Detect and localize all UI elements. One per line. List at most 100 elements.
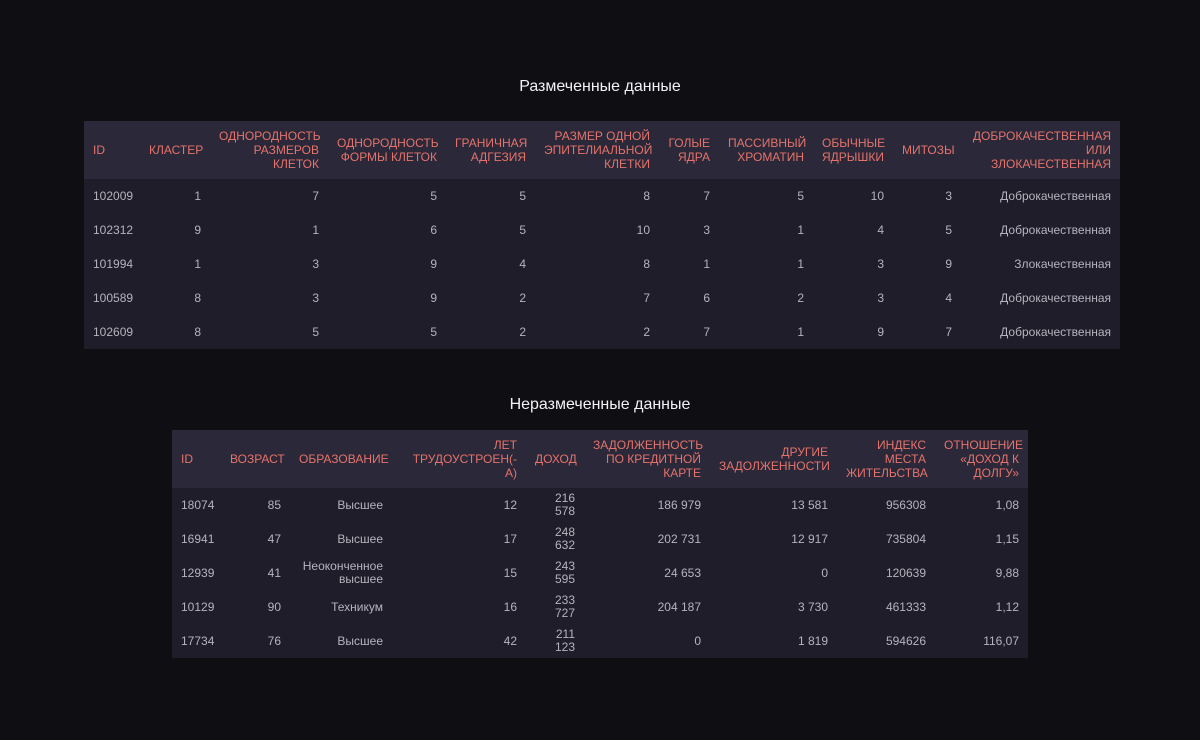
table-body: 18074 85 Высшее 12 216 578 186 979 13 581 95630… [172, 488, 1028, 658]
table-cell: 3 [877, 290, 884, 305]
table-cell: Доброкачественная [1000, 290, 1111, 305]
table-cell: 7 [703, 324, 710, 339]
table-cell: Доброкачественная [1000, 188, 1111, 203]
column-header: КЛАСТЕР [140, 121, 210, 179]
column-header: МИТОЗЫ [893, 121, 961, 179]
column-header: ВОЗРАСТ [221, 430, 290, 488]
table-cell: 120639 [885, 565, 926, 580]
table-cell: 1,12 [995, 599, 1019, 614]
header-row: ID КЛАСТЕР ОДНОРОДНОСТЬ РАЗМЕРОВ КЛЕТОК ОДН… [84, 121, 1120, 179]
table-cell: 248 632 [554, 525, 575, 552]
column-header: ОБЫЧНЫЕ ЯДРЫШКИ [813, 121, 893, 179]
table-cell: 1 [194, 188, 201, 203]
table-row: 102312 9 1 6 5 10 3 1 4 5 Доброкачественная [84, 213, 1120, 247]
table-cell: Высшее [337, 497, 383, 512]
column-header: ПАССИВНЫЙ ХРОМАТИН [719, 121, 813, 179]
table-cell: 8 [643, 256, 650, 271]
table-title: Неразмеченные данные [509, 396, 691, 413]
table-cell: 233 727 [554, 593, 575, 620]
table-cell: Доброкачественная [1000, 222, 1111, 237]
table-cell: 1 [194, 256, 201, 271]
table-cell: 4 [519, 256, 526, 271]
column-header: РАЗМЕР ОДНОЙ ЭПИТЕЛИАЛЬНОЙ КЛЕТКИ [535, 121, 659, 179]
table-cell: 10 [870, 188, 884, 203]
table-cell: 17734 [181, 633, 215, 648]
table-cell: 5 [945, 222, 952, 237]
table-cell: Злокачественная [1014, 256, 1111, 271]
table-cell: 47 [267, 531, 281, 546]
table-cell: 2 [643, 324, 650, 339]
column-header: ИНДЕКС МЕСТА ЖИТЕЛЬСТВА [837, 430, 935, 488]
table-cell: 735804 [885, 531, 926, 546]
table-cell: 1 [797, 256, 804, 271]
table-row: 18074 85 Высшее 12 216 578 186 979 13 581 95630… [172, 488, 1028, 522]
table-cell: 9 [945, 256, 952, 271]
table-cell: 102609 [93, 324, 134, 339]
column-header: ДОБРОКАЧЕСТВЕННАЯ ИЛИ ЗЛОКАЧЕСТВЕННАЯ [961, 121, 1120, 179]
table-cell: 202 731 [657, 531, 701, 546]
table-cell: 2 [519, 324, 526, 339]
table-cell: 5 [430, 188, 437, 203]
column-header: ОДНОРОДНОСТЬ ФОРМЫ КЛЕТОК [328, 121, 446, 179]
table-cell: 9 [430, 290, 437, 305]
table-cell: 3 [877, 256, 884, 271]
table-header: ID ВОЗРАСТ ОБРАЗОВАНИЕ ЛЕТ ТРУДОУСТРОЕН(-А)… [172, 430, 1028, 488]
table-header: ID КЛАСТЕР ОДНОРОДНОСТЬ РАЗМЕРОВ КЛЕТОК ОДН… [84, 121, 1120, 179]
table-cell: 243 595 [554, 559, 575, 586]
table-cell: 8 [643, 188, 650, 203]
table-cell: Доброкачественная [1000, 324, 1111, 339]
table-cell: 10129 [181, 599, 215, 614]
table-row: 100589 8 3 9 2 7 6 2 3 4 Доброкачественная [84, 281, 1120, 315]
table-cell: 15 [503, 565, 517, 580]
table-cell: 7 [945, 324, 952, 339]
column-header: ЛЕТ ТРУДОУСТРОЕН(-А) [392, 430, 526, 488]
table-cell: 3 [312, 290, 319, 305]
data-table: ID ВОЗРАСТ ОБРАЗОВАНИЕ ЛЕТ ТРУДОУСТРОЕН(-А)… [172, 430, 1028, 658]
table-cell: 5 [519, 222, 526, 237]
table-cell: 7 [643, 290, 650, 305]
table-cell: 4 [877, 222, 884, 237]
table-row: 17734 76 Высшее 42 211 123 0 1 819 594626 116,07 [172, 624, 1028, 658]
column-header: ОБРАЗОВАНИЕ [290, 430, 392, 488]
table-cell: 8 [194, 324, 201, 339]
table-cell: 16941 [181, 531, 215, 546]
table-cell: 1 [797, 324, 804, 339]
table-cell: Высшее [337, 531, 383, 546]
data-table: ID КЛАСТЕР ОДНОРОДНОСТЬ РАЗМЕРОВ КЛЕТОК ОДН… [84, 121, 1120, 349]
table-cell: 18074 [181, 497, 215, 512]
table-cell: 76 [267, 633, 281, 648]
table-cell: 6 [703, 290, 710, 305]
column-header: ID [172, 430, 221, 488]
table-cell: 3 [312, 256, 319, 271]
table-cell: 7 [703, 188, 710, 203]
table-cell: 1 [312, 222, 319, 237]
table-cell: 17 [503, 531, 517, 546]
table-cell: 116,07 [983, 633, 1019, 648]
table-title: Размеченные данные [519, 78, 681, 95]
table-cell: 4 [945, 290, 952, 305]
table-cell: 16 [503, 599, 517, 614]
table-cell: 9,88 [995, 565, 1019, 580]
table-cell: 6 [430, 222, 437, 237]
table-cell: 1,15 [995, 531, 1019, 546]
table-cell: 5 [519, 188, 526, 203]
table-cell: 1 [703, 256, 710, 271]
table-cell: 3 [945, 188, 952, 203]
table-body: 102009 1 7 5 5 8 7 5 10 3 Доброкачественная 102312 9… [84, 179, 1120, 349]
table-cell: 2 [519, 290, 526, 305]
table-cell: 211 123 [554, 627, 575, 654]
table-row: 16941 47 Высшее 17 248 632 202 731 12 917 73580… [172, 522, 1028, 556]
table-cell: 7 [312, 188, 319, 203]
table-cell: 5 [797, 188, 804, 203]
table-cell: 100589 [93, 290, 134, 305]
table-cell: 13 581 [791, 497, 828, 512]
table-cell: 956308 [885, 497, 926, 512]
table-cell: 90 [267, 599, 281, 614]
table-cell: 204 187 [657, 599, 701, 614]
column-header: ДОХОД [526, 430, 584, 488]
table-cell: 9 [194, 222, 201, 237]
column-header: ГРАНИЧНАЯ АДГЕЗИЯ [446, 121, 535, 179]
table-cell: 216 578 [554, 491, 575, 518]
column-header: ГОЛЫЕ ЯДРА [659, 121, 719, 179]
table-row: 101994 1 3 9 4 8 1 1 3 9 Злокачественная [84, 247, 1120, 281]
